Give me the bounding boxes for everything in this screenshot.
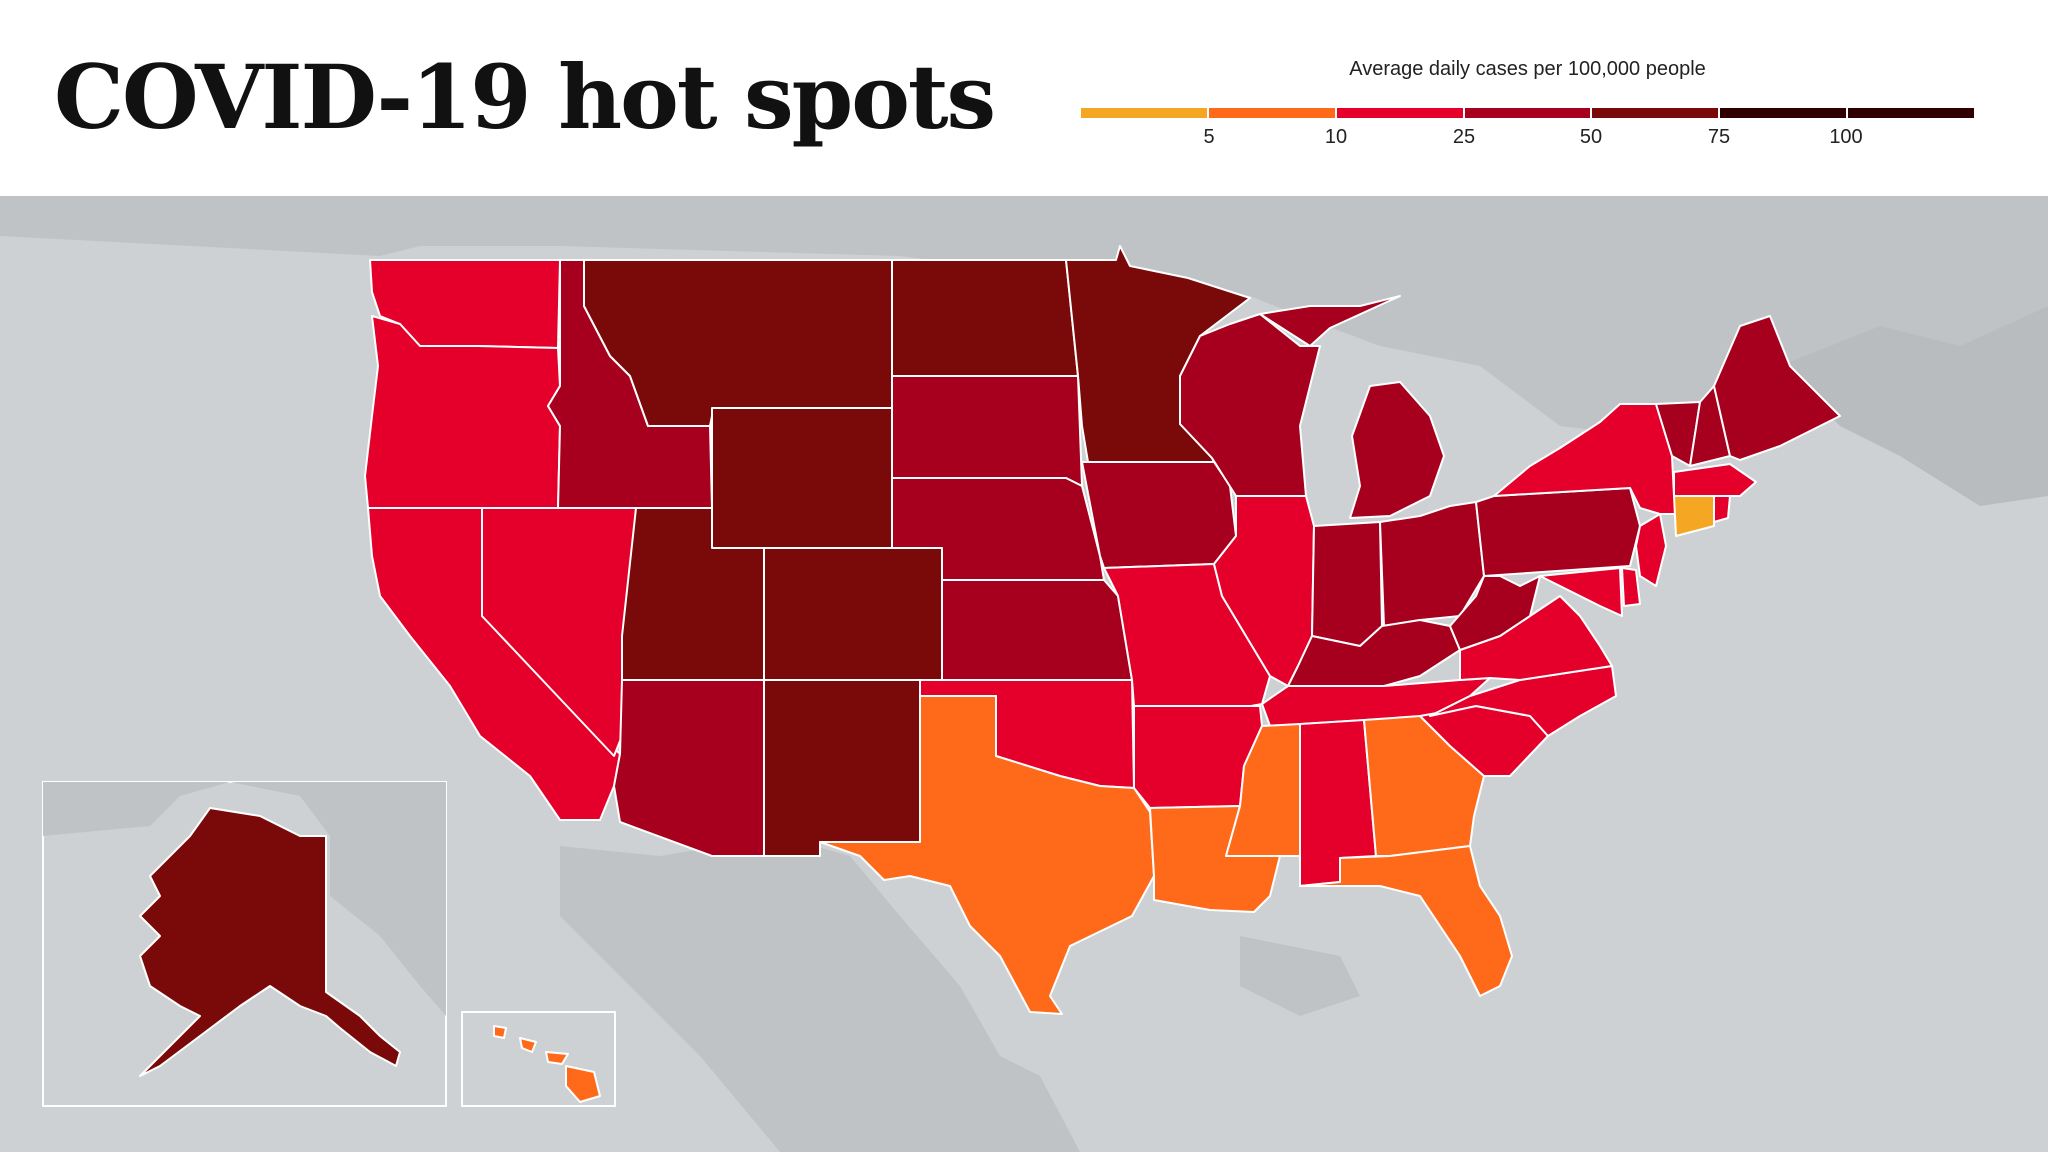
state-west-virginia: [1449, 575, 1541, 651]
state-florida: [1299, 845, 1513, 997]
state-new-mexico: [763, 679, 921, 857]
legend-tick: 10: [1324, 126, 1348, 148]
state-colorado: [763, 547, 943, 681]
state-connecticut: [1673, 495, 1715, 537]
state-texas: [819, 695, 1155, 1015]
legend-tick: 50: [1579, 126, 1603, 148]
header: COVID-19 hot spots Average daily cases p…: [0, 0, 2048, 196]
state-south-dakota: [891, 375, 1083, 487]
state-iowa: [1081, 461, 1237, 569]
state-kentucky: [1287, 619, 1461, 687]
legend-tick: 100: [1829, 126, 1863, 148]
state-kansas: [941, 579, 1133, 681]
state-indiana: [1311, 521, 1383, 647]
state-maine: [1713, 315, 1841, 461]
legend-swatch: [1334, 108, 1463, 118]
state-rhode-island: [1713, 495, 1731, 523]
legend-ticks: 5 10 25 50 75 100: [1081, 126, 1974, 152]
legend-color-bar: [1081, 108, 1975, 118]
maritime-land: [1780, 306, 2048, 506]
mexico-land: [560, 836, 1080, 1152]
state-delaware: [1621, 567, 1641, 607]
state-massachusetts: [1673, 463, 1757, 497]
legend-title: Average daily cases per 100,000 people: [1349, 58, 1706, 80]
page-title: COVID-19 hot spots: [54, 45, 996, 149]
legend-swatch: [1081, 108, 1207, 118]
state-mississippi: [1225, 723, 1301, 857]
states-layer: [364, 245, 1841, 1015]
canada-land: [0, 196, 2048, 446]
legend-swatch: [1846, 108, 1975, 118]
legend-tick: 75: [1707, 126, 1731, 148]
state-alaska: [139, 807, 401, 1077]
canada-inset-land: [43, 782, 446, 1016]
state-north-carolina: [1429, 665, 1617, 737]
us-map: [0, 196, 2048, 1152]
state-pennsylvania: [1475, 487, 1641, 577]
hawaii-inset: [461, 1011, 616, 1107]
legend-tick: 25: [1452, 126, 1476, 148]
state-north-dakota: [891, 259, 1079, 377]
state-hawaii: [493, 1025, 601, 1103]
legend-swatch: [1718, 108, 1847, 118]
alaska-inset: [42, 781, 447, 1107]
legend-swatch: [1462, 108, 1591, 118]
legend-swatch: [1206, 108, 1335, 118]
cuba-land: [1240, 936, 1360, 1016]
state-michigan: [1259, 295, 1445, 519]
state-illinois: [1213, 495, 1315, 687]
legend-swatch: [1590, 108, 1719, 118]
state-wisconsin: [1179, 313, 1321, 497]
legend-tick: 5: [1203, 126, 1215, 148]
state-maryland: [1539, 567, 1623, 617]
state-wyoming: [711, 407, 893, 549]
